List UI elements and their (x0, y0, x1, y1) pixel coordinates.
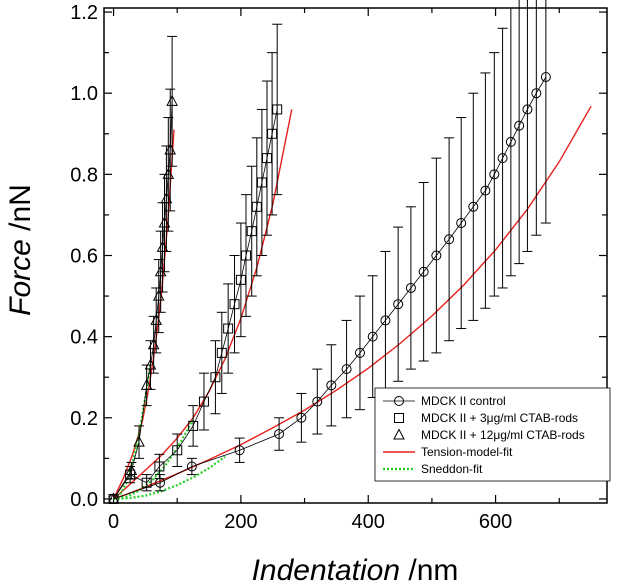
square-marker (172, 445, 183, 456)
square-marker (223, 323, 234, 334)
circle-marker (296, 412, 307, 423)
circle-marker (505, 136, 516, 147)
sneddon-fit-curve-1 (113, 455, 226, 500)
square-marker (141, 477, 152, 488)
circle-marker (341, 364, 352, 375)
y-tick-label: 1.0 (70, 83, 98, 105)
circle-marker (312, 396, 323, 407)
legend-box (374, 387, 611, 482)
y-tick-label: 0.0 (70, 489, 98, 511)
triangle-marker (154, 265, 167, 277)
square-marker (246, 226, 257, 237)
square-marker (272, 104, 283, 115)
triangle-marker (166, 94, 178, 106)
square-marker (210, 372, 221, 383)
circle-marker (456, 218, 467, 229)
square-marker (394, 413, 404, 423)
triangle-marker (158, 216, 171, 228)
circle-marker (489, 169, 500, 180)
x-tick-label: 400 (352, 511, 385, 533)
triangle-marker (152, 289, 165, 301)
legend-label: MDCK II + 12μg/ml CTAB-rods (421, 428, 585, 442)
triangle-marker (160, 192, 173, 204)
circle-marker (354, 347, 365, 358)
circle-marker (380, 315, 391, 326)
circle-marker (444, 234, 455, 245)
circle-marker (522, 104, 533, 115)
circle-marker (405, 282, 416, 293)
square-marker (251, 201, 262, 212)
square-marker (188, 420, 199, 431)
circle-marker (531, 88, 542, 99)
tension-model-fit-curve-2 (113, 109, 293, 500)
circle-marker (274, 429, 285, 440)
y-axis-title: Force /nN (4, 184, 37, 316)
triangle-marker (162, 167, 175, 179)
triangle-marker (133, 435, 145, 447)
square-marker (256, 177, 267, 188)
triangle-marker (393, 428, 405, 440)
legend-label: Tension-model-fit (421, 445, 513, 459)
circle-marker (418, 266, 429, 277)
square-marker (240, 250, 251, 261)
circle-marker (540, 71, 551, 82)
square-marker (216, 347, 227, 358)
data-points-layer (107, 0, 551, 504)
triangle-marker (107, 492, 120, 504)
circle-marker (431, 250, 442, 261)
circle-marker (393, 299, 404, 310)
circle-marker (186, 461, 197, 472)
x-tick-label: 0 (108, 511, 119, 533)
square-marker (154, 461, 165, 472)
circle-marker (480, 185, 491, 196)
triangle-marker (125, 463, 138, 476)
y-tick-label: 1.2 (70, 2, 98, 24)
circle-marker (497, 153, 508, 164)
axes-layer: 0 200 400 600 0.0 0.2 0.4 0.6 0.8 1.0 1.2 (70, 2, 608, 533)
y-tick-label: 0.8 (70, 164, 98, 186)
legend-label: Sneddon-fit (421, 462, 483, 476)
y-tick-label: 0.2 (70, 408, 98, 430)
x-tick-label: 200 (224, 511, 257, 533)
triangle-marker (164, 143, 177, 155)
square-marker (261, 153, 272, 164)
legend-label: MDCK II control (421, 394, 506, 408)
legend: MDCK II control MDCK II + 3μg/ml CTAB-rod… (374, 387, 611, 482)
circle-marker (367, 331, 378, 342)
circle-marker (514, 120, 525, 131)
x-tick-label: 600 (479, 511, 512, 533)
square-marker (235, 274, 246, 285)
square-marker (267, 128, 278, 139)
legend-label: MDCK II + 3μg/ml CTAB-rods (421, 411, 578, 425)
triangle-marker (144, 358, 157, 370)
y-tick-label: 0.4 (70, 327, 98, 349)
tension-model-fit-curve-1 (113, 105, 592, 500)
sneddon-fit-curve-2 (113, 419, 195, 500)
circle-marker (234, 445, 245, 456)
circle-marker (468, 201, 479, 212)
y-tick-label: 0.6 (70, 246, 98, 268)
square-marker (198, 396, 209, 407)
square-marker (229, 299, 240, 310)
x-axis-title: Indentation /nm (252, 554, 459, 586)
circle-marker (326, 380, 337, 391)
circle-marker (394, 396, 404, 406)
